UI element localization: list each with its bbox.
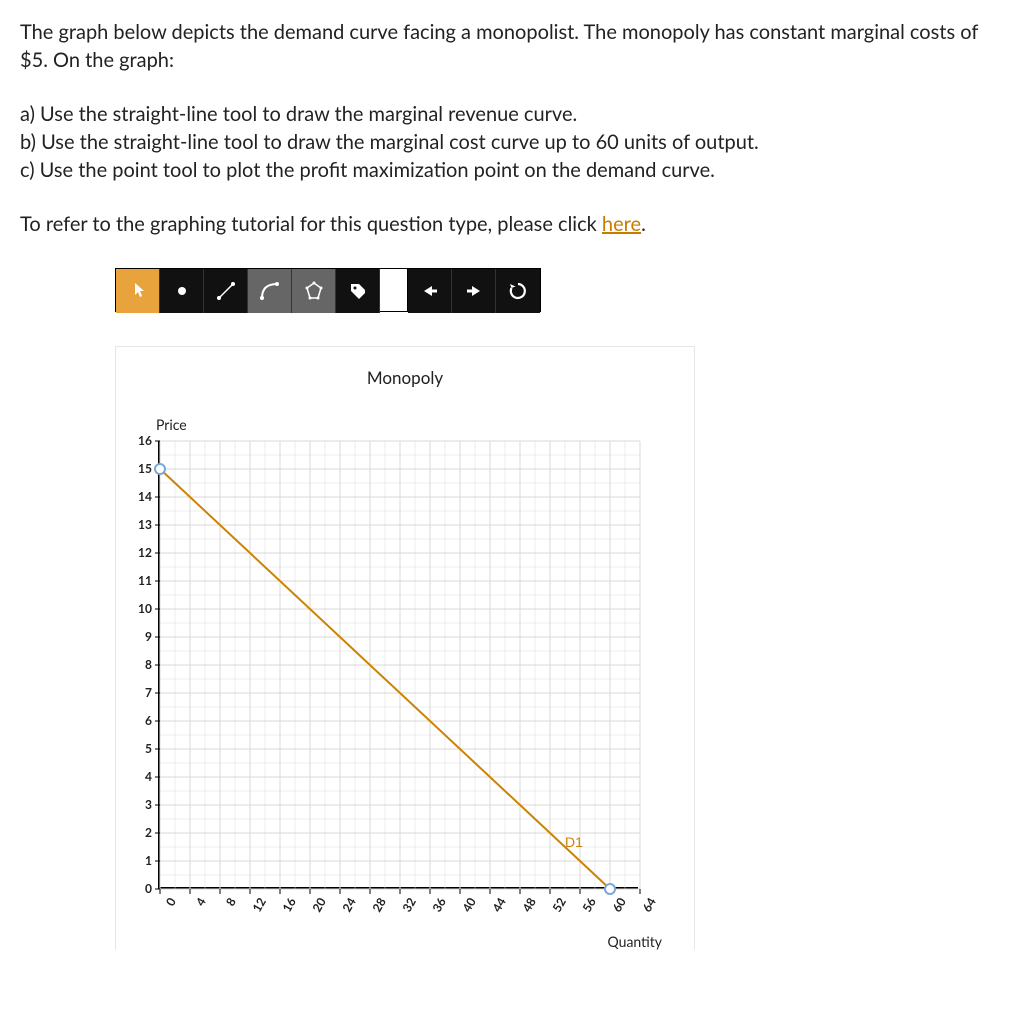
graph-toolbar bbox=[115, 268, 541, 312]
plot-svg: D1 bbox=[160, 441, 638, 887]
tutorial-pre: To refer to the graphing tutorial for th… bbox=[20, 212, 602, 236]
tutorial-line: To refer to the graphing tutorial for th… bbox=[20, 210, 1004, 238]
y-axis-label: Price bbox=[138, 416, 672, 433]
question-intro: The graph below depicts the demand curve… bbox=[20, 18, 1004, 74]
tool-undo[interactable] bbox=[408, 269, 452, 313]
tool-curve[interactable] bbox=[248, 269, 292, 313]
x-tick-label: 40 bbox=[459, 895, 479, 915]
x-axis-ticks: 0481216202428323640444852566064 bbox=[166, 889, 646, 925]
tool-polygon[interactable] bbox=[292, 269, 336, 313]
x-tick-label: 12 bbox=[249, 895, 269, 915]
x-tick-label: 48 bbox=[519, 895, 539, 915]
tutorial-post: . bbox=[641, 212, 646, 236]
chart-container: Monopoly Price 161514131211109876543210 … bbox=[115, 346, 695, 950]
svg-text:D1: D1 bbox=[565, 834, 583, 850]
x-tick-label: 24 bbox=[339, 895, 359, 915]
x-tick-label: 8 bbox=[223, 895, 239, 909]
question-part-c: c) Use the point tool to plot the profit… bbox=[20, 156, 1004, 184]
x-tick-label: 60 bbox=[609, 895, 629, 915]
tutorial-link[interactable]: here bbox=[602, 212, 641, 236]
x-tick-label: 52 bbox=[549, 895, 569, 915]
tool-reset[interactable] bbox=[496, 269, 540, 313]
x-tick-label: 36 bbox=[429, 895, 449, 915]
tool-line[interactable] bbox=[204, 269, 248, 313]
tool-point[interactable] bbox=[160, 269, 204, 313]
x-tick-label: 16 bbox=[279, 895, 299, 915]
question-part-b: b) Use the straight-line tool to draw th… bbox=[20, 128, 1004, 156]
x-tick-label: 64 bbox=[639, 895, 659, 915]
x-axis-label: Quantity bbox=[138, 933, 672, 950]
x-tick-label: 56 bbox=[579, 895, 599, 915]
x-tick-label: 20 bbox=[309, 895, 329, 915]
question-part-a: a) Use the straight-line tool to draw th… bbox=[20, 100, 1004, 128]
toolbar-separator bbox=[380, 269, 408, 311]
tool-pointer[interactable] bbox=[116, 269, 160, 313]
question-text: The graph below depicts the demand curve… bbox=[20, 18, 1004, 238]
x-tick-label: 44 bbox=[489, 895, 509, 915]
chart-title: Monopoly bbox=[138, 367, 672, 388]
tool-label[interactable] bbox=[336, 269, 380, 313]
x-tick-label: 32 bbox=[399, 895, 419, 915]
tool-redo[interactable] bbox=[452, 269, 496, 313]
x-tick-label: 4 bbox=[193, 895, 209, 909]
x-tick-label: 28 bbox=[369, 895, 389, 915]
plot-area[interactable]: D1 bbox=[158, 441, 638, 889]
